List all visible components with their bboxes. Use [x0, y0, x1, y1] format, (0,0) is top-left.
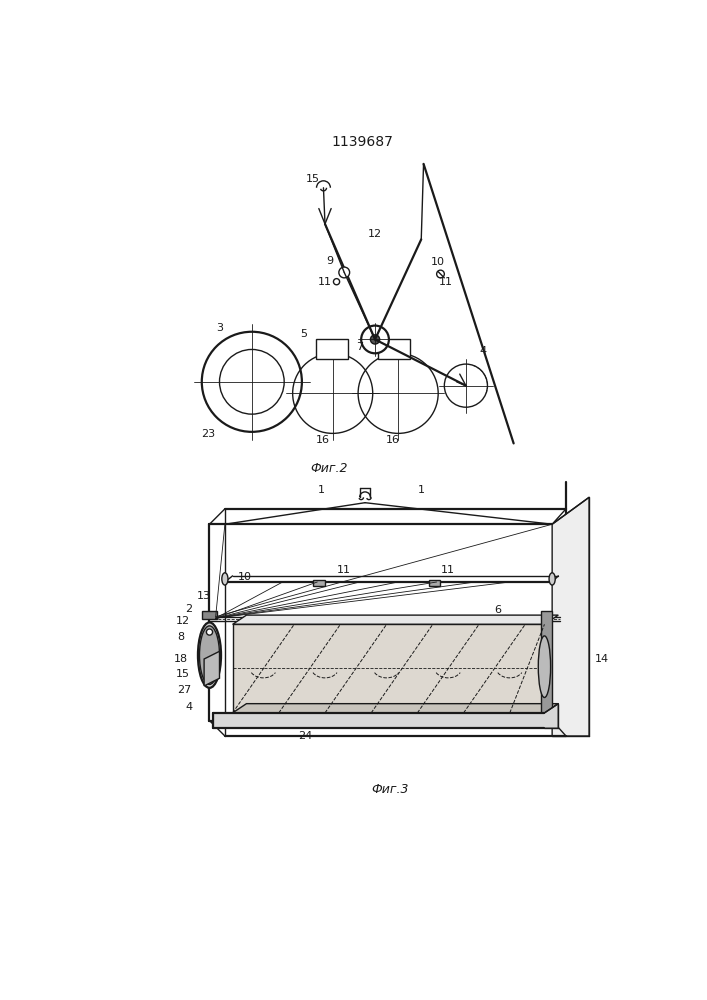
Text: 14: 14 — [595, 654, 609, 664]
Text: Фиг.2: Фиг.2 — [310, 462, 348, 475]
Polygon shape — [378, 339, 411, 359]
Text: 4: 4 — [185, 702, 192, 712]
Text: 15: 15 — [175, 669, 189, 679]
Circle shape — [334, 279, 339, 285]
Circle shape — [437, 270, 444, 278]
Ellipse shape — [198, 622, 221, 688]
Text: 1: 1 — [418, 485, 425, 495]
Polygon shape — [233, 615, 559, 624]
Text: 18: 18 — [174, 654, 188, 664]
Text: 2: 2 — [185, 604, 192, 614]
Polygon shape — [204, 651, 219, 686]
Text: 10: 10 — [431, 257, 445, 267]
Text: 8: 8 — [177, 632, 185, 642]
Polygon shape — [214, 704, 559, 728]
Text: 1139687: 1139687 — [331, 135, 393, 149]
Text: 11: 11 — [439, 277, 453, 287]
Polygon shape — [541, 611, 552, 721]
Circle shape — [361, 326, 389, 353]
Text: 11: 11 — [318, 277, 332, 287]
Polygon shape — [201, 611, 217, 619]
Text: 11: 11 — [441, 565, 455, 575]
Text: 13: 13 — [197, 591, 211, 601]
Text: 23: 23 — [201, 429, 215, 439]
Circle shape — [339, 267, 350, 278]
Polygon shape — [552, 497, 589, 736]
Polygon shape — [429, 580, 440, 586]
Circle shape — [206, 629, 213, 635]
Text: 12: 12 — [368, 229, 382, 239]
Text: 6: 6 — [495, 605, 502, 615]
Text: 1: 1 — [317, 485, 325, 495]
Polygon shape — [313, 580, 325, 586]
Text: 4: 4 — [479, 346, 486, 356]
Text: 16: 16 — [316, 435, 329, 445]
Text: 5: 5 — [300, 329, 308, 339]
Text: 7: 7 — [356, 342, 363, 352]
Text: 9: 9 — [327, 256, 334, 266]
Ellipse shape — [549, 573, 555, 585]
Text: 3: 3 — [216, 323, 223, 333]
Text: 16: 16 — [386, 435, 399, 445]
Polygon shape — [233, 704, 559, 713]
Ellipse shape — [222, 573, 228, 585]
Polygon shape — [316, 339, 348, 359]
Text: 15: 15 — [305, 174, 320, 184]
Text: Фиг.3: Фиг.3 — [372, 783, 409, 796]
Text: 24: 24 — [298, 731, 313, 741]
Text: 11: 11 — [337, 565, 351, 575]
Text: 27: 27 — [177, 685, 191, 695]
Text: 12: 12 — [175, 615, 189, 626]
Text: 10: 10 — [238, 572, 252, 582]
Ellipse shape — [199, 626, 219, 684]
Polygon shape — [233, 624, 544, 713]
Circle shape — [370, 335, 380, 344]
Ellipse shape — [538, 636, 551, 698]
